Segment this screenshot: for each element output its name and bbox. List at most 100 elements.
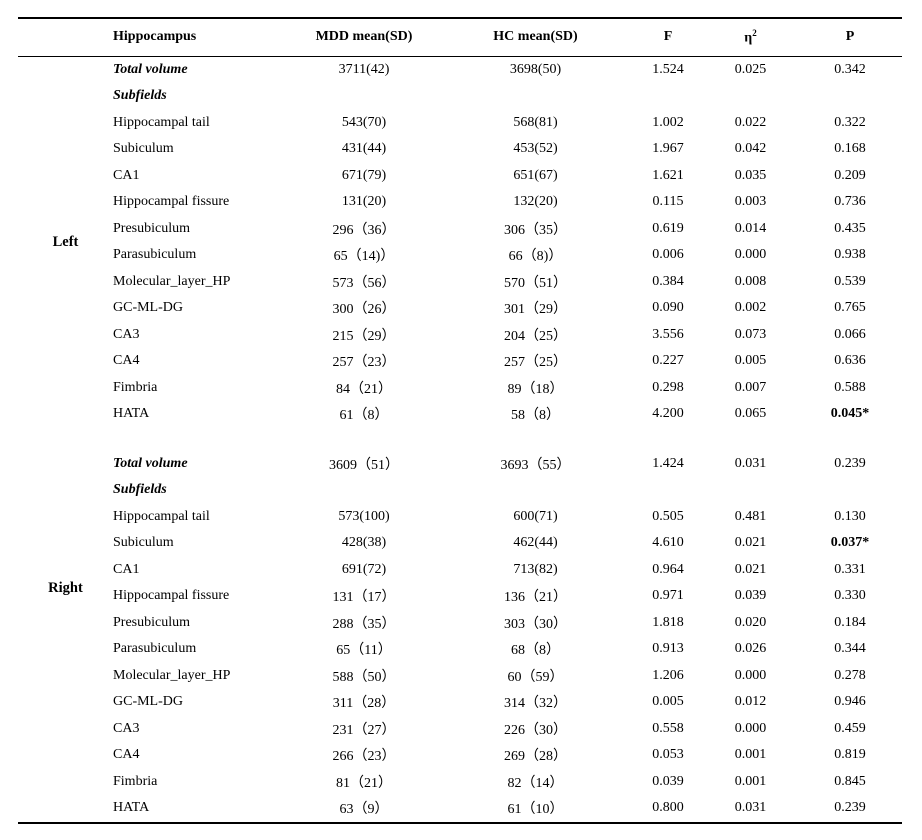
f-value	[633, 477, 703, 504]
row-label: Fimbria	[113, 773, 158, 789]
header-mdd-mean-sd: MDD mean(SD)	[315, 29, 413, 45]
header-f: F	[663, 29, 673, 45]
row-label: CA3	[113, 326, 140, 342]
p-value: 0.435	[834, 220, 866, 236]
row-label: Subfields	[113, 88, 167, 104]
f-value: 4.610	[652, 535, 684, 551]
row-label: Molecular_layer_HP	[113, 273, 231, 289]
mdd-value: 231（27）	[332, 722, 396, 738]
f-value: 3.556	[652, 326, 684, 342]
table-row: CA1 691(72) 713(82) 0.964 0.021 0.331	[18, 557, 902, 584]
table-row: GC-ML-DG 300（26） 301（29） 0.090 0.002 0.765	[18, 295, 902, 322]
hc-value: 462(44)	[513, 535, 558, 551]
p-value: 0.331	[834, 561, 866, 577]
mdd-value: 3609（51）	[329, 457, 399, 473]
eta-superscript: 2	[752, 27, 757, 38]
hc-value: 453(52)	[513, 141, 558, 157]
table-row: Hippocampal tail 573(100) 600(71) 0.505 0.48…	[18, 504, 902, 531]
p-value: 0.765	[834, 300, 866, 316]
p-value	[798, 83, 902, 110]
mdd-value: 81（21）	[336, 775, 392, 791]
hc-value: 3698(50)	[509, 61, 562, 77]
header-eta-squared: η2	[703, 18, 798, 56]
table-row: Subfields	[18, 477, 902, 504]
hc-value: 269（28）	[504, 749, 567, 765]
f-value: 0.971	[652, 588, 684, 604]
p-value: 0.588	[834, 379, 866, 395]
row-label: Molecular_layer_HP	[113, 667, 231, 683]
hc-value: 3693（55）	[500, 457, 571, 473]
hc-value: 82（14）	[507, 775, 564, 791]
p-value: 0.037*	[830, 535, 870, 551]
row-label: Subiculum	[113, 535, 174, 551]
eta2-value: 0.025	[734, 61, 767, 77]
mdd-value: 588（50）	[332, 669, 396, 685]
eta2-value: 0.031	[734, 455, 767, 471]
hc-value: 600(71)	[513, 508, 558, 524]
p-value	[798, 477, 902, 504]
hc-value: 306（35）	[504, 222, 567, 238]
f-value: 1.621	[652, 167, 684, 183]
row-label: GC-ML-DG	[113, 694, 183, 710]
header-p: P	[845, 29, 855, 45]
table-row: CA1 671(79) 651(67) 1.621 0.035 0.209	[18, 163, 902, 190]
table-row: CA3 231（27） 226（30） 0.558 0.000 0.459	[18, 716, 902, 743]
eta2-value: 0.014	[734, 220, 767, 236]
mdd-value: 61（8）	[339, 408, 389, 424]
mdd-value	[290, 477, 438, 504]
eta2-value: 0.001	[734, 747, 767, 763]
p-value: 0.066	[834, 326, 866, 342]
f-value: 0.006	[652, 247, 684, 263]
p-value: 0.130	[834, 508, 866, 524]
eta2-value: 0.073	[734, 326, 767, 342]
eta2-value: 0.001	[734, 773, 767, 789]
mdd-value: 3711(42)	[338, 61, 390, 77]
f-value: 0.505	[652, 508, 684, 524]
p-value: 0.459	[834, 720, 866, 736]
hc-value: 226（30）	[504, 722, 567, 738]
mdd-value: 428(38)	[341, 535, 387, 551]
mdd-value	[290, 83, 438, 110]
eta2-value: 0.021	[734, 535, 767, 551]
eta2-value: 0.021	[734, 561, 767, 577]
eta2-value	[703, 477, 798, 504]
p-value: 0.736	[834, 194, 866, 210]
header-row: Hippocampus MDD mean(SD) HC mean(SD) F η…	[18, 18, 902, 56]
table-row: Fimbria 81（21） 82（14） 0.039 0.001 0.845	[18, 769, 902, 796]
row-label: Subiculum	[113, 141, 174, 157]
table-row: Subfields	[18, 83, 902, 110]
table-row: Molecular_layer_HP 588（50） 60（59） 1.206 0.00…	[18, 663, 902, 690]
eta2-value: 0.003	[734, 194, 767, 210]
mdd-value: 300（26）	[332, 302, 396, 318]
mdd-value: 311（28）	[332, 696, 396, 712]
f-value: 1.002	[652, 114, 684, 130]
p-value: 0.239	[834, 455, 866, 471]
row-label: Subfields	[113, 482, 167, 498]
mdd-value: 131(20)	[341, 194, 387, 210]
f-value	[633, 83, 703, 110]
hc-value: 66（8)）	[508, 249, 563, 265]
table-row: Parasubiculum 65（11） 68（8） 0.913 0.026 0.344	[18, 636, 902, 663]
eta2-value: 0.065	[734, 406, 767, 422]
f-value: 0.005	[652, 694, 684, 710]
header-side-empty	[18, 18, 113, 56]
f-value: 0.964	[652, 561, 684, 577]
eta2-value	[703, 83, 798, 110]
hc-value: 136（21）	[504, 590, 567, 606]
table-row: GC-ML-DG 311（28） 314（32） 0.005 0.012 0.946	[18, 689, 902, 716]
row-label: Hippocampal fissure	[113, 588, 230, 604]
table-row: CA3 215（29） 204（25） 3.556 0.073 0.066	[18, 322, 902, 349]
row-label: Presubiculum	[113, 614, 190, 630]
eta2-value: 0.007	[734, 379, 767, 395]
row-label: CA4	[113, 747, 140, 763]
f-value: 0.619	[652, 220, 684, 236]
hc-value: 89（18）	[507, 381, 564, 397]
mdd-value: 84（21）	[336, 381, 392, 397]
eta2-value: 0.002	[734, 300, 767, 316]
mdd-value: 573（56）	[332, 275, 396, 291]
mdd-value: 691(72)	[341, 561, 387, 577]
hc-value: 713(82)	[513, 561, 558, 577]
f-value: 1.818	[652, 614, 684, 630]
hc-value: 68（8）	[511, 643, 560, 659]
hc-value	[438, 477, 633, 504]
